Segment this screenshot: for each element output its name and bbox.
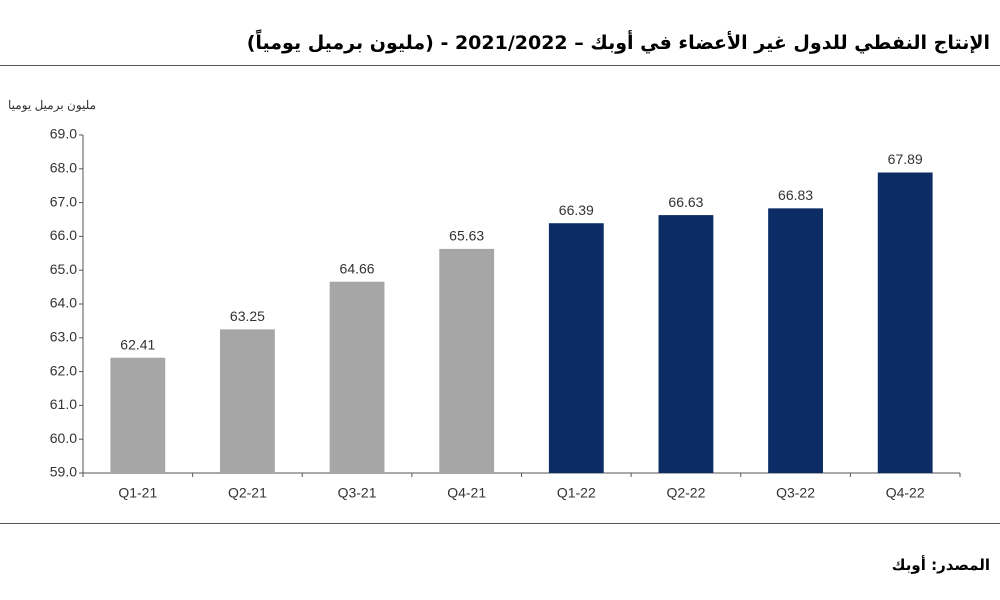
bar	[877, 172, 933, 473]
y-tick-label: 64.0	[50, 295, 77, 311]
bar	[439, 248, 495, 473]
bar	[220, 329, 275, 473]
chart-title: الإنتاج النفطي للدول غير الأعضاء في أوبك…	[246, 32, 990, 54]
data-label: 67.89	[888, 151, 923, 167]
data-label: 62.41	[120, 336, 155, 352]
y-axis-label: مليون برميل يوميا	[8, 98, 96, 112]
x-tick-label: Q2-22	[666, 485, 705, 501]
y-tick-label: 61.0	[50, 396, 77, 412]
y-tick-label: 62.0	[50, 362, 77, 378]
x-tick-label: Q1-22	[557, 485, 596, 501]
divider	[0, 65, 1000, 66]
x-tick-label: Q4-22	[886, 485, 925, 501]
x-tick-label: Q2-21	[228, 485, 267, 501]
y-tick-label: 68.0	[50, 160, 77, 176]
y-tick-label: 65.0	[50, 261, 77, 277]
bar	[768, 208, 823, 473]
y-tick-label: 69.0	[50, 126, 77, 142]
data-label: 66.83	[778, 187, 813, 203]
x-tick-label: Q4-21	[447, 485, 486, 501]
bar	[548, 223, 604, 473]
divider	[0, 523, 1000, 524]
x-tick-label: Q3-21	[338, 485, 377, 501]
bar	[329, 281, 385, 473]
data-label: 65.63	[449, 228, 484, 244]
bar	[110, 357, 166, 473]
source: المصدر: أوبك	[891, 556, 990, 574]
y-tick-label: 60.0	[50, 430, 77, 446]
data-label: 64.66	[340, 260, 375, 276]
y-tick-label: 59.0	[50, 464, 77, 480]
y-tick-label: 67.0	[50, 193, 77, 209]
data-label: 63.25	[230, 308, 265, 324]
x-tick-label: Q1-21	[118, 485, 157, 501]
data-label: 66.63	[668, 194, 703, 210]
y-tick-label: 63.0	[50, 329, 77, 345]
y-tick-label: 66.0	[50, 227, 77, 243]
bar	[658, 215, 714, 473]
data-label: 66.39	[559, 202, 594, 218]
x-tick-label: Q3-22	[776, 485, 815, 501]
